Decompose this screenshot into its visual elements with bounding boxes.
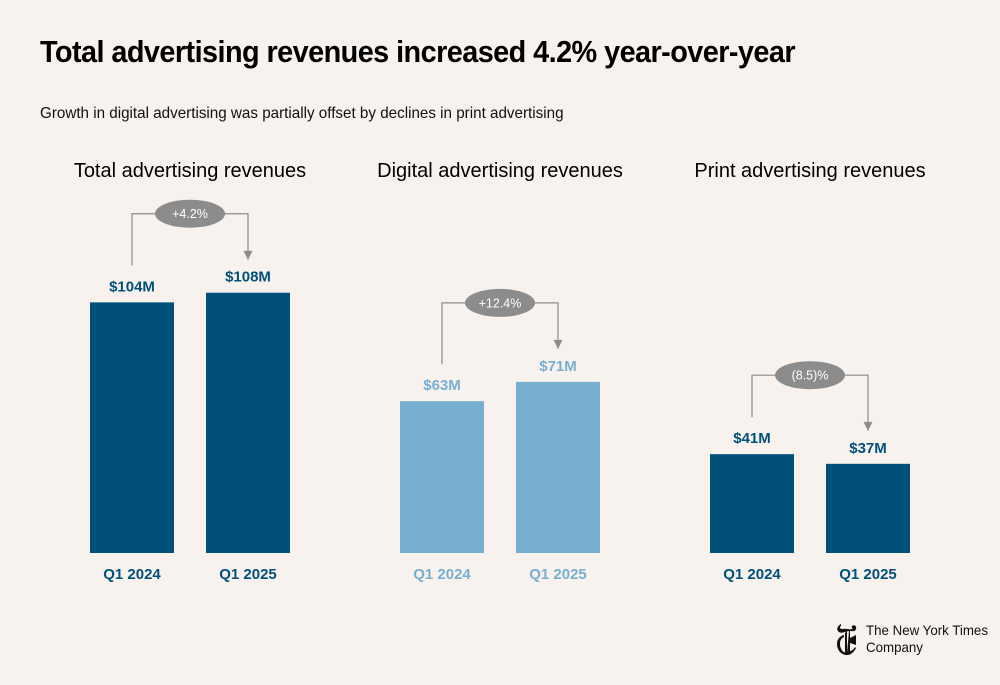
category-label: Q1 2025 <box>529 566 587 583</box>
change-pill <box>155 199 225 228</box>
value-label: $108M <box>225 269 271 286</box>
logo-line-1: The New York Times <box>866 622 988 638</box>
change-label: (8.5)% <box>792 369 829 383</box>
change-label: +12.4% <box>479 296 522 310</box>
bar-print-advertising-revenues-1 <box>710 454 794 553</box>
value-label: $37M <box>849 440 887 457</box>
arrow-head-icon <box>553 339 563 349</box>
bar-digital-advertising-revenues-1 <box>400 401 484 553</box>
value-label: $41M <box>733 430 771 447</box>
bar-total-advertising-revenues-2 <box>206 292 290 553</box>
page-subtitle: Growth in digital advertising was partia… <box>40 105 564 122</box>
bar-total-advertising-revenues-1 <box>90 302 174 553</box>
page-title: Total advertising revenues increased 4.2… <box>40 34 796 69</box>
chart-1: Total advertising revenues $104M Q1 2024 $1… <box>74 160 306 583</box>
change-label: +4.2% <box>172 207 208 221</box>
category-label: Q1 2025 <box>839 566 897 583</box>
value-label: $63M <box>423 377 461 394</box>
change-pill <box>465 288 535 317</box>
bar-print-advertising-revenues-2 <box>826 463 910 553</box>
chart-title-digital-advertising-revenues: Digital advertising revenues <box>377 160 623 182</box>
category-label: Q1 2025 <box>219 566 277 583</box>
arrow-head-icon <box>863 421 873 431</box>
logo-wordmark: The New York Times Company <box>866 622 990 656</box>
arrow-head-icon <box>243 250 253 260</box>
logo-line-2: Company <box>866 639 923 655</box>
category-label: Q1 2024 <box>413 566 471 583</box>
change-pill <box>775 361 845 390</box>
bar-digital-advertising-revenues-2 <box>516 381 600 553</box>
chart-2: Digital advertising revenues $63M Q1 2024 $… <box>377 160 623 583</box>
category-label: Q1 2024 <box>103 566 161 583</box>
category-label: Q1 2024 <box>723 566 781 583</box>
chart-title-total-advertising-revenues: Total advertising revenues <box>74 160 306 182</box>
company-logo: The New York Times Company <box>834 620 994 660</box>
nyt-t-logo-icon <box>837 624 857 655</box>
value-label: $104M <box>109 278 155 295</box>
chart-title-print-advertising-revenues: Print advertising revenues <box>694 160 925 182</box>
chart-3: Print advertising revenues $41M Q1 2024 $37… <box>694 160 925 583</box>
value-label: $71M <box>539 358 577 375</box>
